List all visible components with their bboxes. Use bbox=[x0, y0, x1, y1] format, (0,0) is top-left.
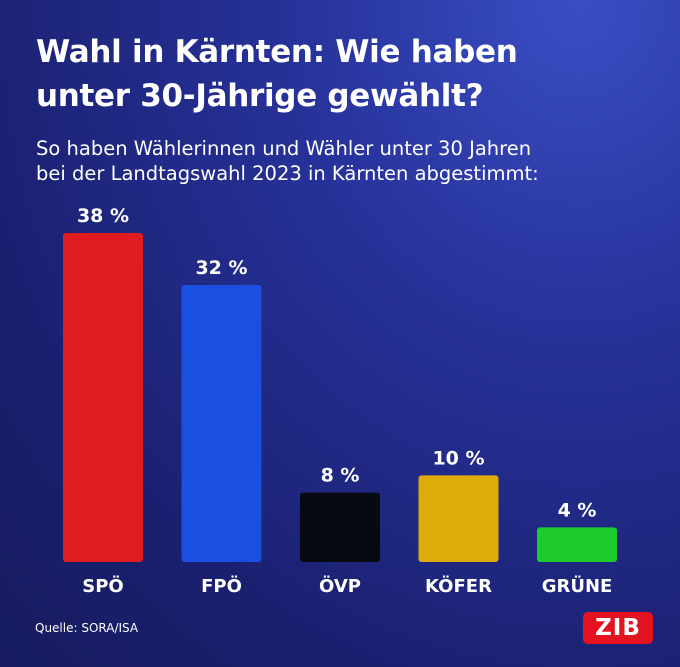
subtitle: So haben Wählerinnen und Wähler unter 30… bbox=[36, 136, 656, 186]
zib-logo: ZIB bbox=[583, 612, 653, 644]
page-title: Wahl in Kärnten: Wie haben unter 30-Jähr… bbox=[36, 30, 656, 118]
value-label-fpoe: 32 % bbox=[195, 257, 247, 279]
value-label-oevp: 8 % bbox=[321, 465, 360, 487]
value-label-koefer: 10 % bbox=[432, 447, 484, 469]
subtitle-line-2: bei der Landtagswahl 2023 in Kärnten abg… bbox=[36, 162, 539, 185]
source-note: Quelle: SORA/ISA bbox=[35, 621, 139, 635]
category-label-spoe: SPÖ bbox=[82, 575, 123, 597]
category-label-oevp: ÖVP bbox=[319, 575, 361, 597]
title-line-1: Wahl in Kärnten: Wie haben bbox=[36, 34, 518, 70]
category-label-koefer: KÖFER bbox=[425, 575, 492, 597]
value-label-spoe: 38 % bbox=[77, 205, 129, 227]
bar-fpoe bbox=[181, 284, 262, 562]
bar-koefer bbox=[418, 475, 499, 562]
bar-spoe bbox=[63, 233, 143, 562]
value-label-gruene: 4 % bbox=[558, 499, 597, 521]
bar-oevp bbox=[300, 492, 380, 562]
subtitle-line-1: So haben Wählerinnen und Wähler unter 30… bbox=[36, 137, 532, 160]
bar-gruene bbox=[537, 527, 617, 562]
title-line-2: unter 30-Jährige gewählt? bbox=[36, 78, 484, 114]
category-label-fpoe: FPÖ bbox=[201, 575, 242, 597]
category-label-gruene: GRÜNE bbox=[542, 575, 613, 597]
